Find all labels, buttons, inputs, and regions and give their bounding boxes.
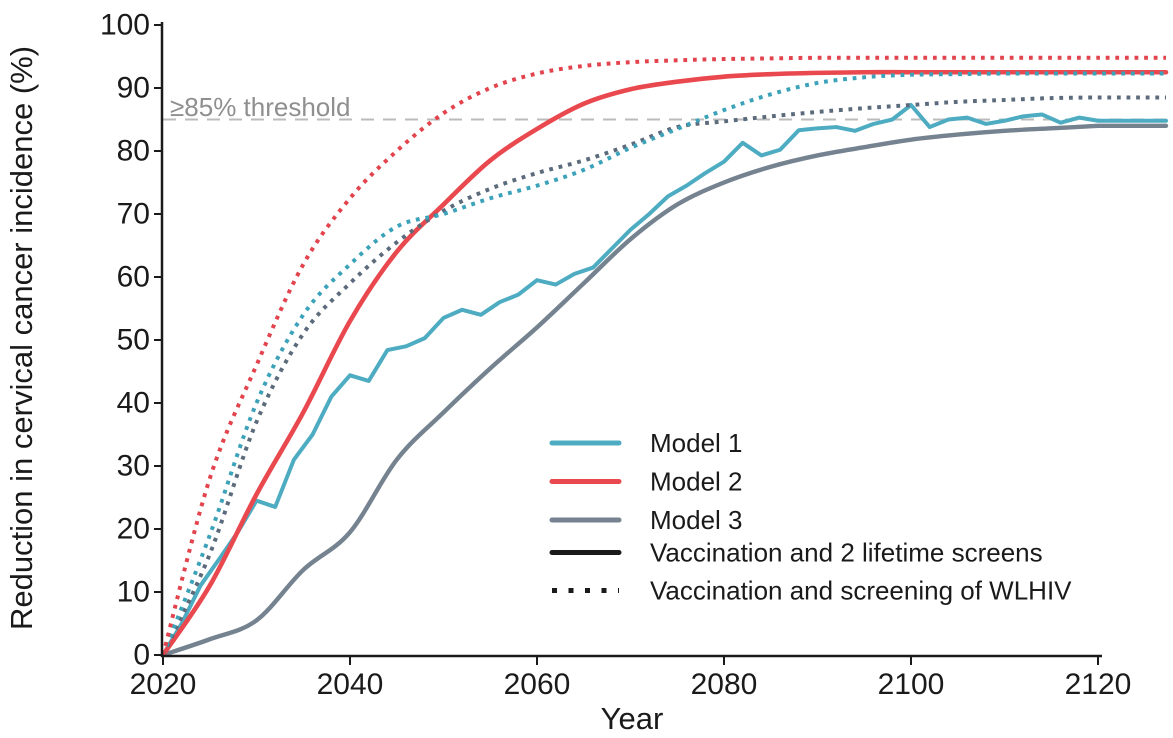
series-line-model-2-solid (160, 69, 1169, 658)
legend-label-model-2: Model 2 (650, 467, 743, 497)
y-tick-label-70: 70 (117, 198, 150, 231)
legend-item-model-3: Model 3 (549, 505, 743, 535)
series-line-model-2-dotted (161, 55, 1166, 656)
x-tick-label-2020: 2020 (130, 668, 197, 701)
y-tick-label-0: 0 (133, 639, 150, 672)
legend-item-model-1: Model 1 (549, 428, 743, 458)
legend-item-vaccination-and-2-lifetime-screens: Vaccination and 2 lifetime screens (549, 538, 1043, 568)
x-tick-label-2100: 2100 (878, 668, 945, 701)
series-line-model-1-solid (161, 103, 1168, 657)
y-ticks-group: 0 10 20 30 40 50 60 70 80 90 100 (100, 9, 161, 672)
series-line-model-1-dotted (161, 71, 1166, 656)
legend-item-model-2: Model 2 (549, 467, 743, 497)
y-axis-title: Reduction in cervical cancer incidence (… (4, 46, 39, 630)
series-line-model-3-dotted (161, 95, 1166, 656)
y-tick-label-60: 60 (117, 261, 150, 294)
axes-group: 2020 2040 2060 2080 2100 2120 0 10 20 30 40 50 60 70… (4, 9, 1131, 737)
y-tick-label-40: 40 (117, 387, 150, 420)
legend-label-vaccination-and-2-lifetime-screens: Vaccination and 2 lifetime screens (650, 538, 1043, 568)
x-tick-label-2080: 2080 (691, 668, 758, 701)
legend-label-model-1: Model 1 (650, 428, 743, 458)
series-group (160, 55, 1169, 658)
legend-item-vaccination-and-screening-of-wlhiv: Vaccination and screening of WLHIV (552, 576, 1072, 606)
legend-label-vaccination-and-screening-of-wlhiv: Vaccination and screening of WLHIV (650, 576, 1072, 606)
x-ticks-group: 2020 2040 2060 2080 2100 2120 (130, 657, 1132, 701)
x-tick-label-2120: 2120 (1065, 668, 1132, 701)
y-tick-label-80: 80 (117, 135, 150, 168)
series-line-model-3-solid (160, 123, 1169, 658)
y-tick-label-100: 100 (100, 9, 150, 42)
y-tick-label-30: 30 (117, 450, 150, 483)
y-tick-label-10: 10 (117, 576, 150, 609)
x-tick-label-2040: 2040 (317, 668, 384, 701)
threshold-label: ≥85% threshold (170, 92, 351, 122)
x-tick-label-2060: 2060 (504, 668, 571, 701)
legend-label-model-3: Model 3 (650, 505, 743, 535)
y-tick-label-20: 20 (117, 513, 150, 546)
x-axis-title: Year (601, 701, 664, 736)
y-tick-label-50: 50 (117, 324, 150, 357)
y-tick-label-90: 90 (117, 72, 150, 105)
